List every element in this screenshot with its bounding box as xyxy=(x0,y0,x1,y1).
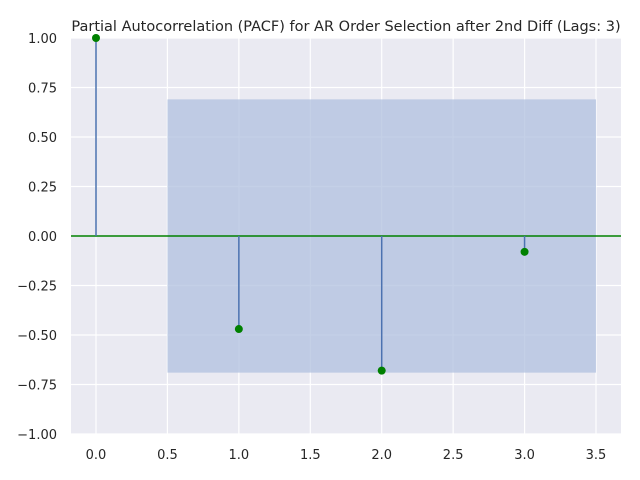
y-tick-label: −1.00 xyxy=(17,428,57,443)
y-tick-label: −0.75 xyxy=(17,379,57,394)
y-tick-label: −0.25 xyxy=(17,280,57,295)
x-tick-label: 1.0 xyxy=(229,448,250,463)
x-tick-label: 2.5 xyxy=(443,448,464,463)
y-tick-label: 0.25 xyxy=(28,181,57,196)
x-tick-label: 0.5 xyxy=(157,448,178,463)
x-tick-label: 0.0 xyxy=(86,448,107,463)
y-tick-labels: 1.00 0.75 0.50 0.25 0.00 −0.25 −0.50 −0.75 −1.00 xyxy=(17,32,57,443)
y-tick-label: 0.50 xyxy=(28,131,57,146)
stem-marker xyxy=(92,34,100,42)
y-tick-label: 0.75 xyxy=(28,82,57,97)
x-tick-labels: 0.0 0.5 1.0 1.5 2.0 2.5 3.0 3.5 xyxy=(86,448,607,463)
x-tick-label: 3.5 xyxy=(586,448,607,463)
stem-marker xyxy=(377,366,386,375)
y-tick-label: −0.50 xyxy=(17,329,57,344)
x-tick-label: 1.5 xyxy=(300,448,321,463)
chart-title: Partial Autocorrelation (PACF) for AR Or… xyxy=(71,19,620,35)
y-tick-label: 0.00 xyxy=(28,230,57,245)
x-tick-label: 3.0 xyxy=(514,448,535,463)
stem-marker xyxy=(234,325,243,334)
stems xyxy=(92,34,529,375)
x-tick-label: 2.0 xyxy=(371,448,392,463)
y-tick-label: 1.00 xyxy=(28,32,57,47)
stem-marker xyxy=(520,247,529,256)
